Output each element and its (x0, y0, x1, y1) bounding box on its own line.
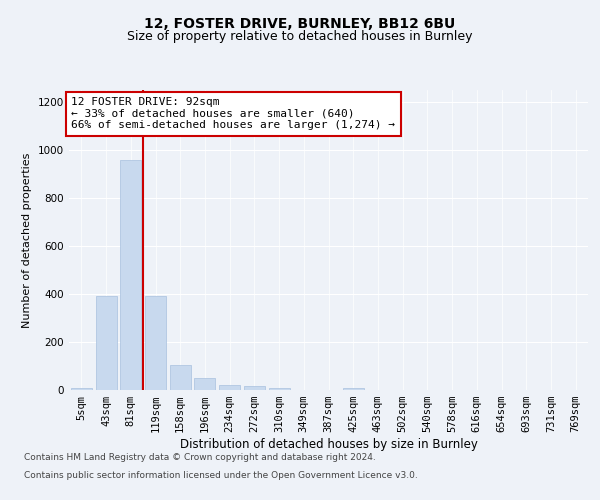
Bar (269, 388, 290, 390)
Text: 12, FOSTER DRIVE, BURNLEY, BB12 6BU: 12, FOSTER DRIVE, BURNLEY, BB12 6BU (145, 18, 455, 32)
Bar (194, 378, 215, 390)
Text: Contains HM Land Registry data © Crown copyright and database right 2024.: Contains HM Land Registry data © Crown c… (24, 454, 376, 462)
Bar (95, 296, 116, 390)
Bar (145, 296, 166, 390)
Bar (170, 365, 191, 390)
Bar (120, 160, 141, 390)
Bar (244, 386, 265, 390)
X-axis label: Distribution of detached houses by size in Burnley: Distribution of detached houses by size … (179, 438, 478, 451)
Text: 12 FOSTER DRIVE: 92sqm
← 33% of detached houses are smaller (640)
66% of semi-de: 12 FOSTER DRIVE: 92sqm ← 33% of detached… (71, 97, 395, 130)
Bar (71, 388, 92, 390)
Text: Contains public sector information licensed under the Open Government Licence v3: Contains public sector information licen… (24, 471, 418, 480)
Bar (219, 384, 240, 390)
Text: Size of property relative to detached houses in Burnley: Size of property relative to detached ho… (127, 30, 473, 43)
Y-axis label: Number of detached properties: Number of detached properties (22, 152, 32, 328)
Bar (343, 388, 364, 390)
